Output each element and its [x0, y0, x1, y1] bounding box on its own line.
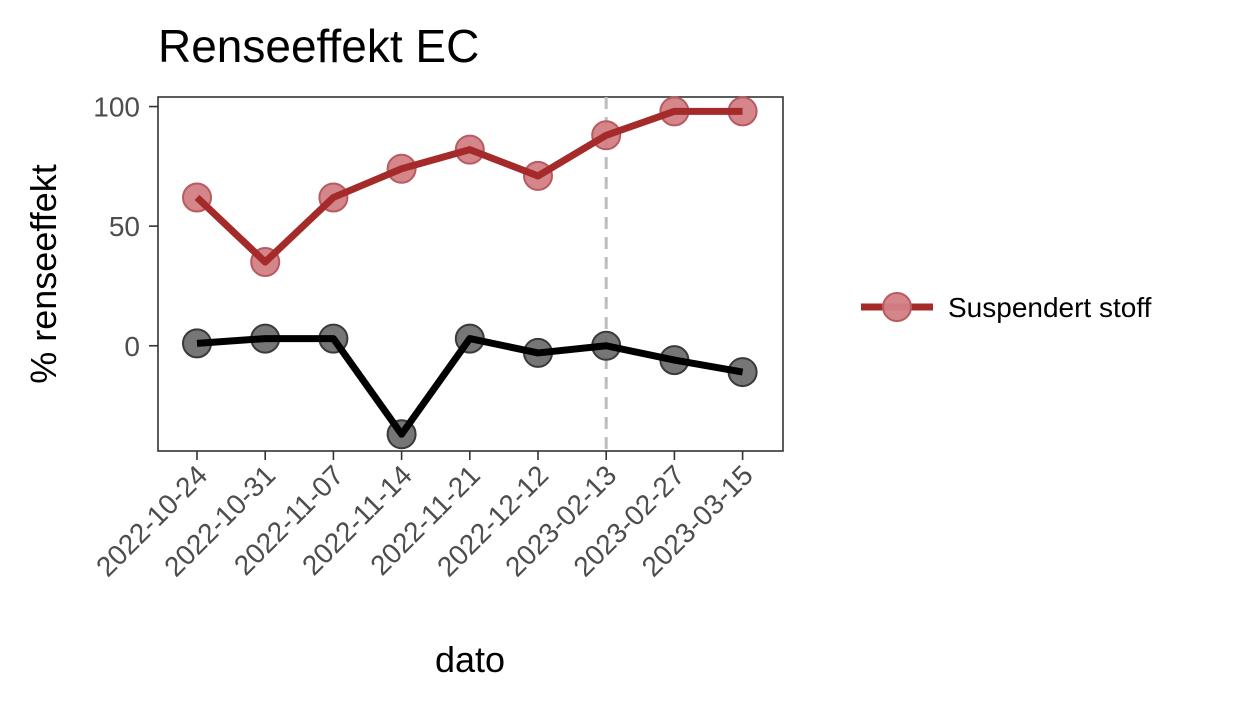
series-line	[196, 335, 744, 438]
x-axis-label: dato	[435, 639, 505, 680]
plot-area: 0501002022-10-242022-10-312022-11-072022…	[90, 92, 784, 583]
y-tick-label: 50	[109, 211, 140, 242]
legend: Suspendert stoff	[861, 292, 1152, 323]
chart-title: Renseeffekt EC	[158, 20, 479, 72]
y-tick-label: 0	[124, 331, 140, 362]
y-axis-label: % renseeffekt	[23, 164, 64, 383]
legend-label: Suspendert stoff	[948, 292, 1152, 323]
legend-key-point	[882, 292, 912, 322]
series-line	[194, 107, 743, 266]
y-tick-label: 100	[93, 92, 140, 123]
